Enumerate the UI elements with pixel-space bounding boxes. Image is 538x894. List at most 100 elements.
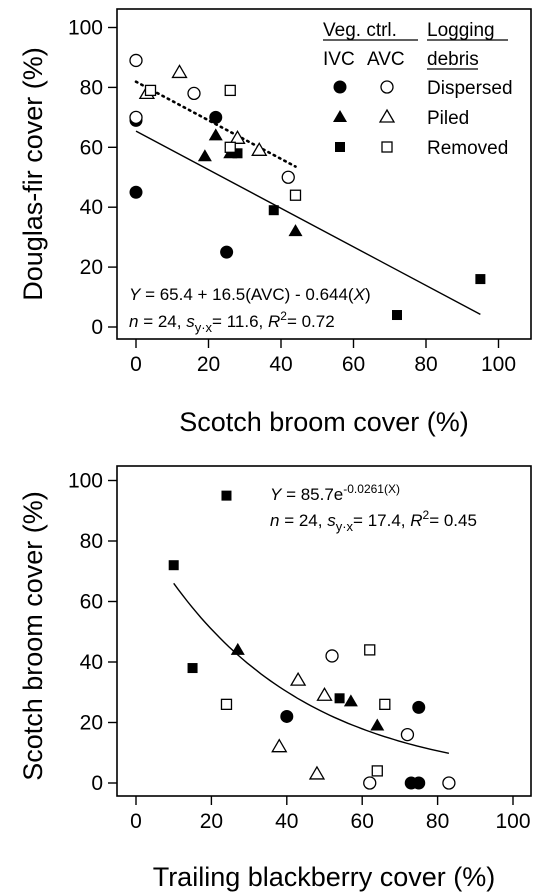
- x-axis-title: Scotch broom cover (%): [179, 407, 469, 437]
- data-point: [229, 130, 246, 144]
- data-points: [168, 490, 456, 790]
- axes: 0 20 40 60 80 100 0 20 40 60 80 100: [68, 470, 531, 834]
- data-point: [371, 765, 383, 777]
- legend-marker-dispersed-avc: [380, 80, 394, 94]
- fit-line-avc: [134, 80, 297, 168]
- data-point: [187, 663, 198, 674]
- data-point: [197, 149, 212, 162]
- data-point: [412, 700, 426, 714]
- data-point: [288, 224, 303, 237]
- legend-header-veg: Veg. ctrl.: [323, 20, 397, 41]
- y-tick-label: 100: [68, 17, 103, 40]
- data-point: [208, 128, 223, 141]
- fit-lines: [173, 582, 450, 754]
- douglas-fir-chart: 0 20 40 60 80 100 0 20 40 60 80 100 Douglas-fir cov…: [18, 8, 532, 437]
- x-tick-label: 0: [130, 810, 142, 833]
- legend-marker-removed-ivc: [335, 142, 345, 152]
- data-point: [129, 185, 143, 199]
- data-point: [271, 738, 288, 753]
- data-point: [209, 110, 223, 124]
- fit-line-ivc: [135, 130, 481, 315]
- data-points: [129, 53, 486, 321]
- data-point: [363, 776, 377, 790]
- legend-marker-removed-avc: [381, 141, 393, 153]
- y-tick-label: 60: [80, 591, 103, 614]
- data-point: [334, 693, 345, 704]
- data-point: [251, 142, 268, 156]
- legend-marker-piled-avc: [378, 108, 396, 123]
- data-point: [220, 698, 233, 710]
- data-point: [224, 84, 236, 97]
- x-tick-label: 60: [351, 810, 374, 833]
- y-tick-label: 20: [80, 712, 103, 735]
- fit-curve: [173, 582, 450, 754]
- data-point: [400, 727, 415, 742]
- legend-marker-dispersed-ivc: [333, 80, 347, 94]
- data-point: [364, 644, 376, 656]
- y-tick-label: 80: [80, 530, 103, 553]
- x-tick-label: 100: [481, 353, 516, 376]
- regression-equation: Y = 85.7e-0.0261(X): [270, 482, 400, 504]
- data-point: [280, 709, 294, 723]
- data-point: [325, 649, 339, 663]
- data-point: [308, 765, 326, 780]
- y-axis-title: Scotch broom cover (%): [18, 491, 48, 781]
- regression-stats: n = 24, sy·x= 17.4, R2= 0.45: [270, 508, 477, 534]
- x-tick-label: 20: [197, 353, 220, 376]
- plot-frame: [116, 465, 532, 797]
- plot-frame: [116, 8, 532, 340]
- regression-equation: Y = 65.4 + 16.5(AVC) - 0.644(X): [129, 285, 371, 304]
- data-point: [224, 141, 236, 153]
- y-tick-label: 40: [80, 651, 103, 674]
- data-point: [129, 53, 143, 68]
- x-tick-label: 80: [426, 810, 449, 833]
- legend-label-piled: Piled: [427, 108, 469, 129]
- y-axis-title: Douglas-fir cover (%): [18, 47, 48, 301]
- x-tick-label: 40: [269, 353, 292, 376]
- legend-col-avc: AVC: [367, 49, 405, 70]
- data-point: [168, 560, 179, 571]
- data-point: [316, 686, 333, 701]
- data-point: [281, 170, 295, 184]
- legend: Veg. ctrl. Logging debris IVC AVC Disper…: [323, 20, 513, 159]
- y-tick-label: 0: [91, 772, 103, 795]
- y-tick-label: 0: [91, 316, 103, 339]
- legend-header-debris: debris: [427, 49, 479, 70]
- legend-marker-piled-ivc: [333, 110, 347, 122]
- x-tick-label: 40: [275, 810, 298, 833]
- data-point: [232, 148, 243, 159]
- x-tick-label: 60: [342, 353, 365, 376]
- data-point: [343, 694, 358, 707]
- data-point: [442, 776, 456, 790]
- x-tick-label: 20: [200, 810, 223, 833]
- data-point: [370, 718, 385, 731]
- x-axis-title: Trailing blackberry cover (%): [153, 862, 496, 892]
- legend-label-removed: Removed: [427, 138, 508, 159]
- data-point: [221, 490, 232, 501]
- y-tick-label: 100: [68, 470, 103, 493]
- fit-lines: [134, 80, 481, 315]
- x-tick-label: 0: [130, 353, 142, 376]
- y-tick-label: 20: [80, 256, 103, 279]
- data-point: [475, 274, 486, 285]
- legend-header-logging: Logging: [427, 20, 495, 41]
- data-point: [289, 189, 302, 201]
- data-point: [171, 64, 188, 79]
- data-point: [230, 642, 245, 655]
- axes: 0 20 40 60 80 100 0 20 40 60 80 100: [68, 17, 516, 377]
- data-point: [187, 86, 201, 101]
- y-tick-label: 80: [80, 76, 103, 99]
- legend-label-dispersed: Dispersed: [427, 78, 513, 99]
- y-tick-label: 60: [80, 136, 103, 159]
- y-tick-label: 40: [80, 196, 103, 219]
- data-point: [289, 671, 307, 686]
- data-point: [392, 310, 402, 321]
- regression-stats: n = 24, sy·x= 11.6, R2= 0.72: [129, 309, 335, 335]
- x-tick-label: 80: [414, 353, 437, 376]
- data-point: [268, 205, 279, 216]
- data-point: [412, 776, 426, 790]
- data-point: [220, 245, 234, 259]
- legend-col-ivc: IVC: [323, 49, 355, 70]
- data-point: [129, 110, 143, 124]
